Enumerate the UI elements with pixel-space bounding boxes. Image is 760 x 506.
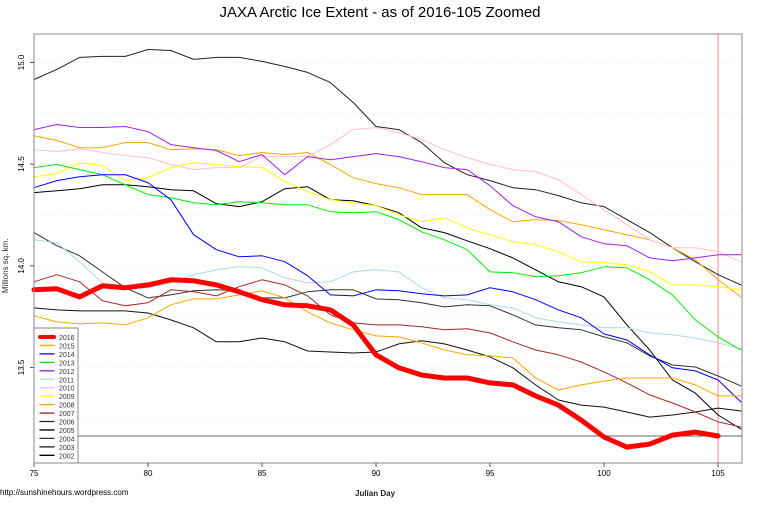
x-axis-label: Julian Day [355, 489, 396, 498]
x-tick-label: 85 [258, 469, 267, 478]
series-line-2006 [33, 49, 742, 286]
series-line-2005 [33, 184, 742, 430]
legend-label-2009: 2009 [59, 394, 75, 401]
series-line-2009 [33, 162, 742, 291]
series-line-2014 [33, 174, 742, 403]
legend-label-2013: 2013 [59, 360, 75, 367]
series-line-2010 [33, 127, 742, 263]
footer-url: http://sunshinehours.wordpress.com [0, 488, 129, 497]
legend-label-2007: 2007 [59, 411, 75, 418]
series-line-2007 [33, 274, 742, 428]
chart-title: JAXA Arctic Ice Extent - as of 2016-105 … [219, 4, 541, 21]
y-axis-label: Millions sq. km. [1, 238, 10, 293]
x-tick-label: 75 [30, 469, 39, 478]
legend-label-2015: 2015 [59, 343, 75, 350]
series-line-2016 [31, 277, 721, 450]
legend-label-2003: 2003 [59, 445, 75, 452]
x-tick-label: 95 [486, 469, 495, 478]
legend-label-2014: 2014 [59, 352, 75, 359]
x-tick-label: 105 [711, 469, 725, 478]
x-tick-label: 100 [597, 469, 611, 478]
legend-label-2011: 2011 [59, 377, 74, 384]
legend-label-2008: 2008 [59, 403, 75, 410]
y-tick-label: 14.5 [17, 156, 26, 172]
legend-label-2012: 2012 [59, 369, 75, 376]
legend-label-2004: 2004 [59, 436, 75, 443]
x-tick-label: 90 [372, 469, 381, 478]
legend-label-2016: 2016 [59, 335, 75, 342]
series-line-2004 [33, 232, 742, 387]
legend-label-2010: 2010 [59, 386, 75, 393]
series-line-2012 [33, 124, 742, 262]
series-line-2011 [33, 239, 742, 350]
y-tick-label: 14.0 [17, 257, 26, 273]
legend-label-2005: 2005 [59, 428, 75, 435]
series-line-2013 [33, 164, 742, 351]
x-tick-label: 80 [144, 469, 153, 478]
legend-label-2002: 2002 [59, 453, 75, 460]
y-tick-label: 15.0 [17, 54, 26, 70]
plot-frame [33, 33, 743, 464]
series-line-2015 [33, 290, 742, 397]
y-tick-label: 13.5 [17, 359, 26, 375]
legend-label-2006: 2006 [59, 420, 75, 427]
series-line-2003 [33, 307, 742, 418]
series-line-2008 [33, 135, 742, 298]
